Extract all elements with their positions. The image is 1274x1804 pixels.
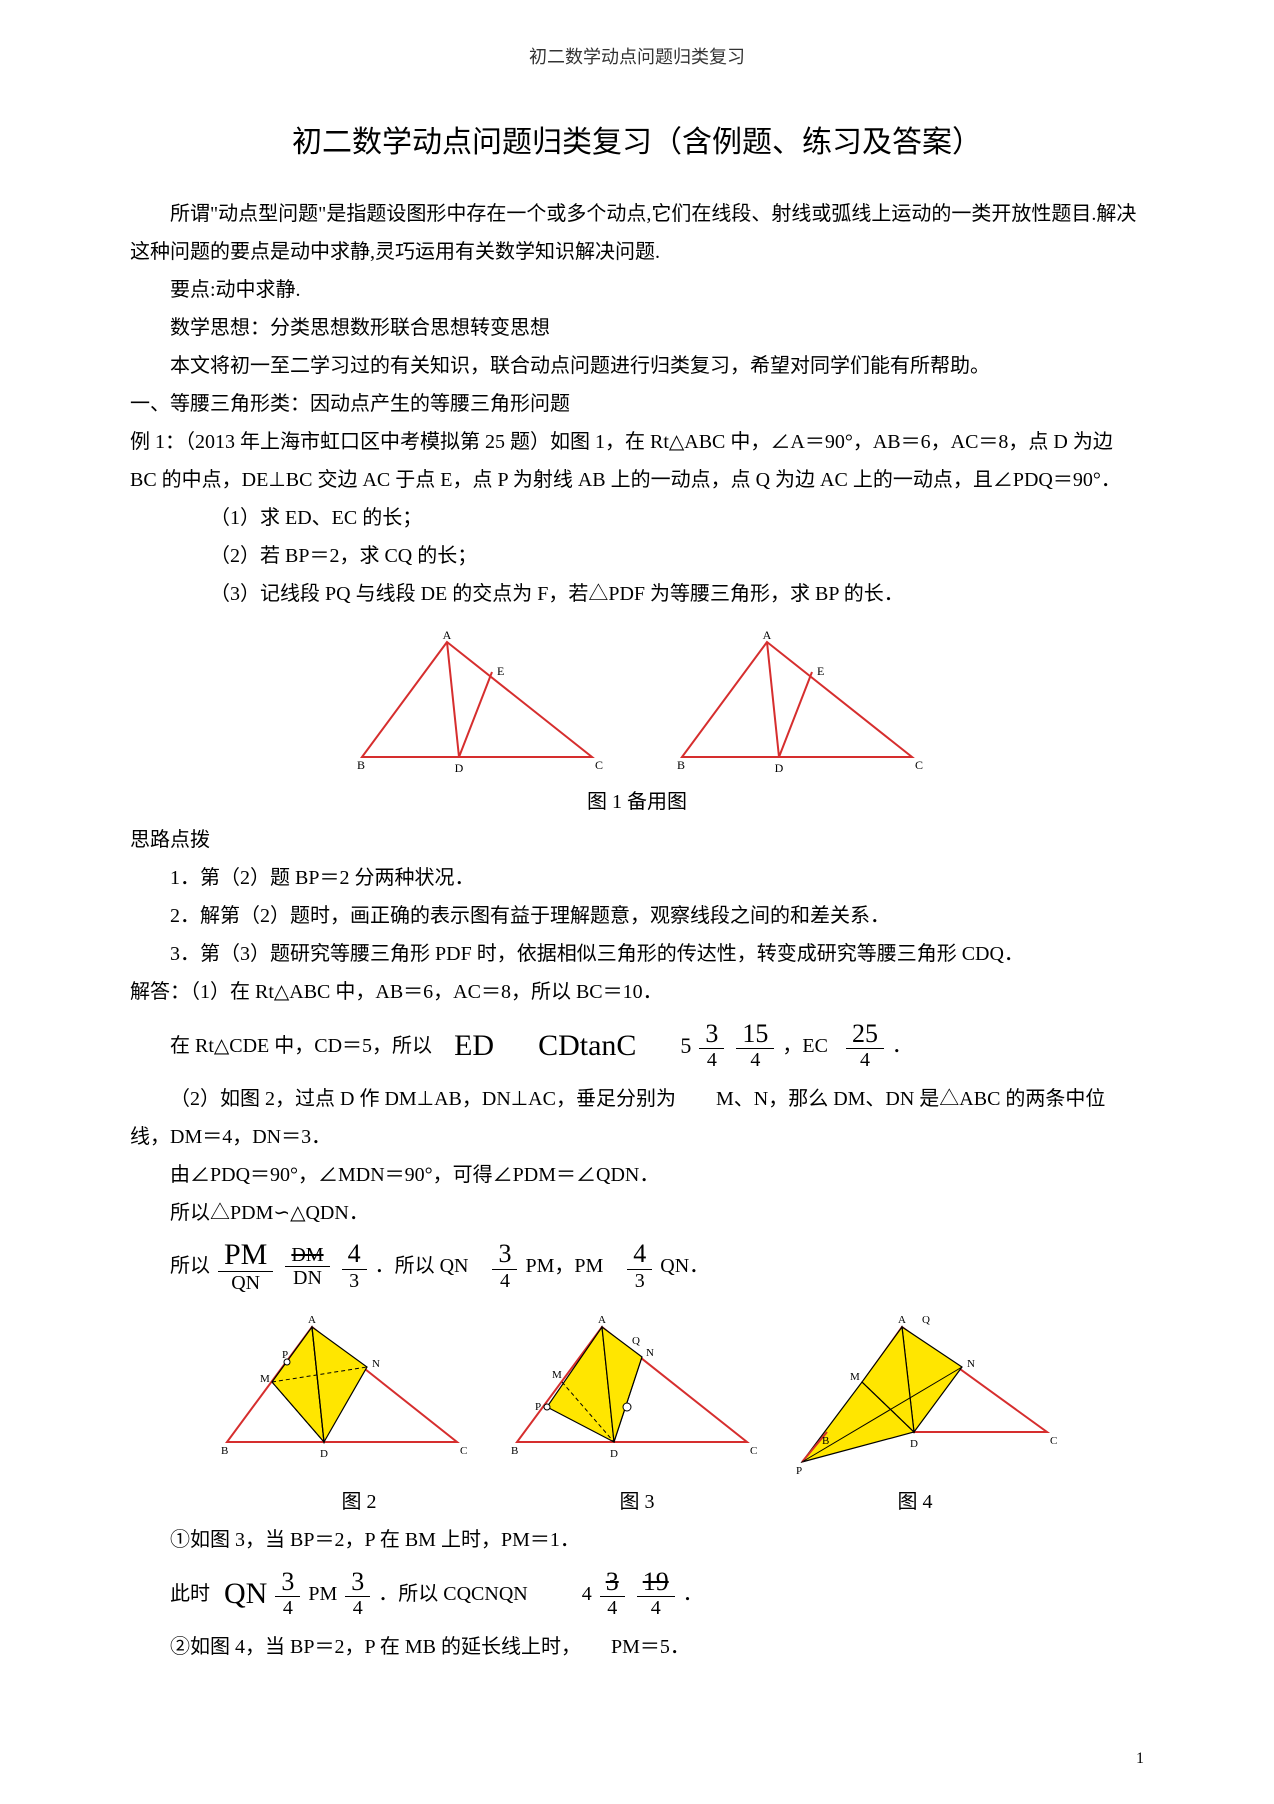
case-1: ①如图 3，当 BP＝2，P 在 BM 上时，PM＝1． <box>130 1521 1144 1559</box>
question-3: （3）记线段 PQ 与线段 DE 的交点为 F，若△PDF 为等腰三角形，求 B… <box>130 575 1144 613</box>
svg-text:N: N <box>646 1347 654 1359</box>
figure-4-caption: 图 4 <box>898 1483 933 1521</box>
triangle-fig-1b: A E B D C <box>667 627 927 777</box>
svg-text:Q: Q <box>632 1335 640 1347</box>
so-1: 所以 <box>170 1247 210 1285</box>
svg-text:M: M <box>850 1371 860 1383</box>
svg-text:A: A <box>763 628 772 642</box>
svg-text:D: D <box>910 1438 918 1450</box>
frac-25-4: 254 <box>846 1020 884 1072</box>
example-1: 例 1：（2013 年上海市虹口区中考模拟第 25 题）如图 1，在 Rt△AB… <box>130 423 1144 499</box>
frac-dm-dn: DM DN <box>285 1244 329 1289</box>
svg-text:B: B <box>511 1445 518 1457</box>
frac-4-3-b: 4 3 <box>627 1240 652 1292</box>
svg-text:P: P <box>535 1401 541 1413</box>
period-2: ． <box>683 1575 703 1613</box>
cdtanc-label: CDtanC <box>538 1017 636 1074</box>
question-2: （2）若 BP＝2，求 CQ 的长； <box>130 537 1144 575</box>
svg-text:C: C <box>460 1445 467 1457</box>
figure-2-caption: 图 2 <box>342 1483 377 1521</box>
svg-text:E: E <box>497 664 504 678</box>
svg-text:D: D <box>320 1448 328 1460</box>
ed-label: ED <box>454 1017 494 1074</box>
svg-text:D: D <box>455 761 464 775</box>
svg-text:C: C <box>750 1445 757 1457</box>
page-header: 初二数学动点问题归类复习 <box>130 40 1144 74</box>
svg-text:M: M <box>552 1369 562 1381</box>
pm-mid: PM <box>308 1575 337 1613</box>
answer-1: 解答：（1）在 Rt△ABC 中，AB＝6，AC＝8，所以 BC＝10． <box>130 973 1144 1011</box>
case-1-math: 此时 QN 3 4 PM 3 4 ．所以 CQCNQN 4 3 4 19 4 ． <box>130 1565 1144 1622</box>
hints-title: 思路点拨 <box>130 821 1144 859</box>
svg-text:N: N <box>372 1358 380 1370</box>
section-1-heading: 一、等腰三角形类：因动点产生的等腰三角形问题 <box>130 385 1144 423</box>
period: ． <box>892 1027 912 1065</box>
this-time: 此时 <box>170 1575 210 1613</box>
num-5: 5 <box>680 1025 691 1067</box>
doc-title: 初二数学动点问题归类复习（含例题、练习及答案） <box>130 114 1144 171</box>
case-2: ②如图 4，当 BP＝2，P 在 MB 的延长线上时， PM＝5． <box>130 1628 1144 1666</box>
svg-text:Q: Q <box>922 1314 930 1326</box>
svg-text:B: B <box>221 1445 228 1457</box>
intro-4: 本文将初一至二学习过的有关知识，联合动点问题进行归类复习，希望对同学们能有所帮助… <box>130 347 1144 385</box>
so-cq: ．所以 CQCNQN <box>378 1575 527 1613</box>
frac-15-4: 154 <box>736 1020 774 1072</box>
intro-3: 数学思想：分类思想数形联合思想转变思想 <box>130 309 1144 347</box>
svg-text:D: D <box>775 761 784 775</box>
ec-label: ，EC <box>782 1027 828 1065</box>
svg-text:C: C <box>1050 1435 1057 1447</box>
answer-1-math: 在 Rt△CDE 中，CD＝5，所以 ED CDtanC 5 34 154 ，E… <box>130 1017 1144 1074</box>
svg-text:A: A <box>598 1314 606 1326</box>
svg-text:E: E <box>817 664 824 678</box>
triangle-fig-1a: A E B D C <box>347 627 607 777</box>
so-qn: ．所以 QN <box>375 1247 469 1285</box>
ratio-math: 所以 PM QN DM DN 4 3 ．所以 QN 3 4 PM，PM 4 3 … <box>130 1238 1144 1294</box>
qn-end: QN． <box>660 1247 709 1285</box>
triangle-fig-4: A Q M N B P D C <box>792 1312 1062 1477</box>
hint-1: 1．第（2）题 BP＝2 分两种状况． <box>130 859 1144 897</box>
frac-3-4-a: 34 <box>699 1020 724 1072</box>
frac-3-4-e: 3 4 <box>600 1568 625 1620</box>
svg-text:C: C <box>595 758 603 772</box>
answer-2: （2）如图 2，过点 D 作 DM⊥AB，DN⊥AC，垂足分别为 M、N，那么 … <box>130 1080 1144 1156</box>
triangle-fig-3: A M P N Q B D C <box>502 1312 762 1467</box>
frac-19-4: 19 4 <box>637 1568 675 1620</box>
figure-3-caption: 图 3 <box>620 1483 655 1521</box>
figure-1-row: A E B D C A E B D C <box>130 627 1144 777</box>
question-1: （1）求 ED、EC 的长； <box>130 499 1144 537</box>
hint-2: 2．解第（2）题时，画正确的表示图有益于理解题意，观察线段之间的和差关系． <box>130 897 1144 935</box>
svg-text:P: P <box>796 1465 802 1477</box>
svg-text:M: M <box>260 1373 270 1385</box>
page-number: 1 <box>1136 1744 1144 1774</box>
triangle-fig-2: A M P N B D C <box>212 1312 472 1467</box>
svg-text:A: A <box>308 1314 316 1326</box>
svg-text:N: N <box>967 1358 975 1370</box>
svg-text:P: P <box>282 1349 288 1361</box>
svg-text:A: A <box>898 1314 906 1326</box>
answer-2b: 由∠PDQ＝90°，∠MDN＝90°，可得∠PDM＝∠QDN． <box>130 1156 1144 1194</box>
svg-text:A: A <box>443 628 452 642</box>
svg-text:C: C <box>915 758 923 772</box>
figures-2-3-4: A M P N B D C A M P N Q B D C <box>130 1312 1144 1477</box>
answer-2c: 所以△PDM∽△QDN． <box>130 1194 1144 1232</box>
pm-pm: PM，PM <box>525 1247 603 1285</box>
num-4a: 4 <box>582 1575 592 1613</box>
frac-4-3-a: 4 3 <box>342 1240 367 1292</box>
frac-3-4-d: 3 4 <box>345 1568 370 1620</box>
intro-1: 所谓"动点型问题"是指题设图形中存在一个或多个动点,它们在线段、射线或弧线上运动… <box>130 195 1144 271</box>
frac-pm-qn: PM QN <box>218 1238 273 1294</box>
figure-1-caption: 图 1 备用图 <box>577 783 697 821</box>
intro-2: 要点:动中求静. <box>130 271 1144 309</box>
hint-3: 3．第（3）题研究等腰三角形 PDF 时，依据相似三角形的传达性，转变成研究等腰… <box>130 935 1144 973</box>
svg-text:B: B <box>677 758 685 772</box>
frac-3-4-c: 3 4 <box>275 1568 300 1620</box>
svg-text:B: B <box>357 758 365 772</box>
qn-big: QN <box>224 1565 267 1622</box>
svg-text:D: D <box>610 1448 618 1460</box>
svg-text:B: B <box>822 1435 829 1447</box>
frac-3-4-b: 3 4 <box>492 1240 517 1292</box>
ans1-prefix: 在 Rt△CDE 中，CD＝5，所以 <box>170 1027 432 1065</box>
